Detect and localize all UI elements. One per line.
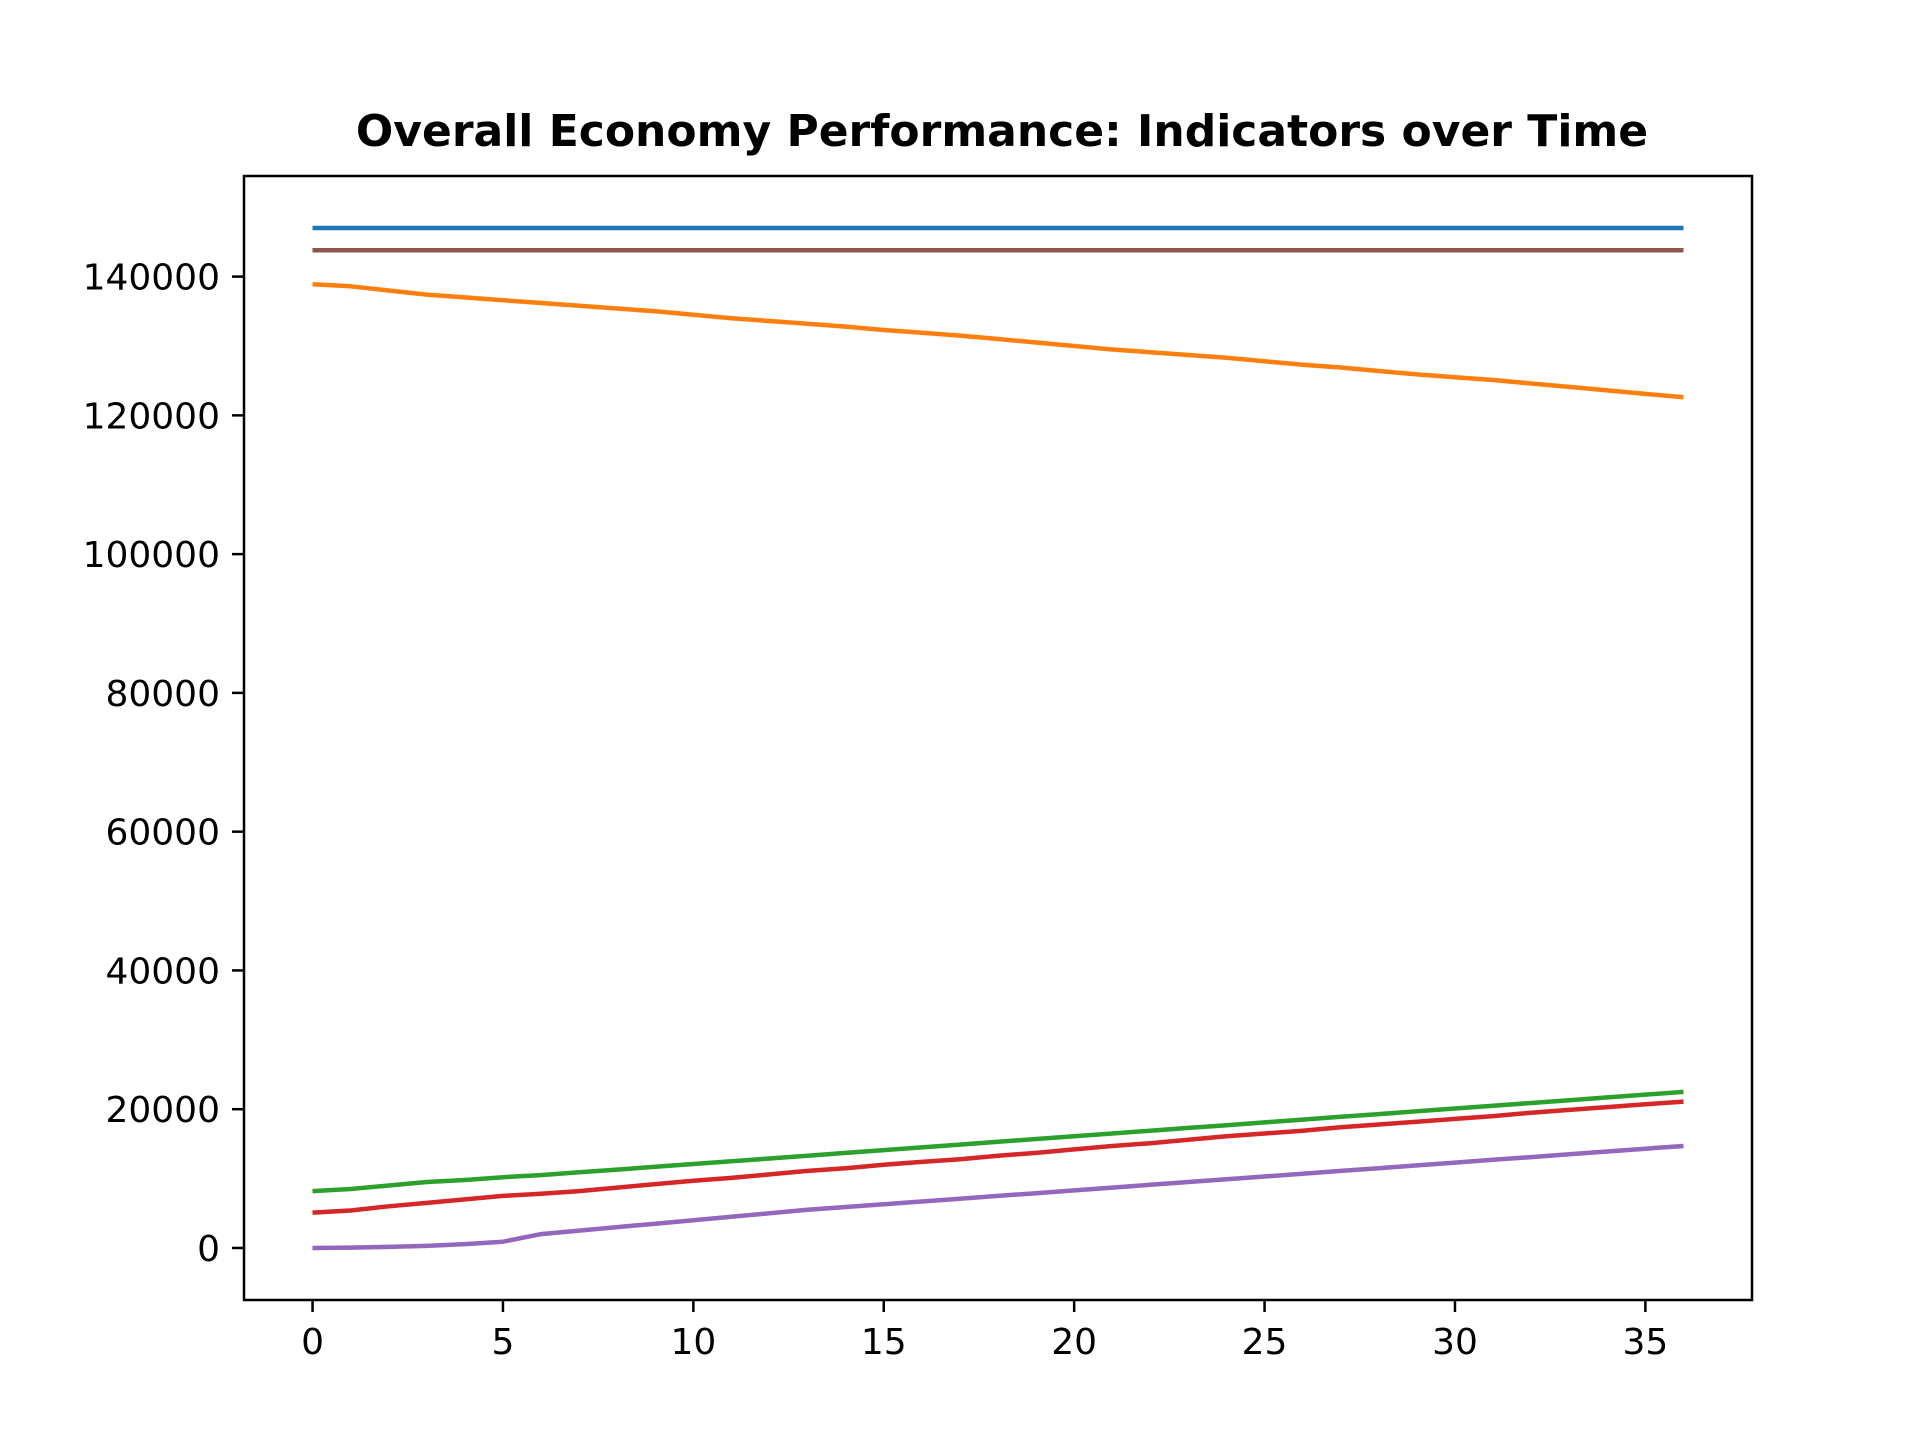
series-line-3 (312, 281, 1684, 400)
y-tick-label: 40000 (105, 951, 220, 992)
y-tick-label: 140000 (83, 258, 220, 299)
y-axis: 0 20000 40000 60000 80000 100000 120000 140000 (83, 258, 244, 1270)
x-tick-label: 15 (861, 1322, 907, 1363)
y-tick-label: 0 (197, 1229, 220, 1270)
x-tick-label: 5 (491, 1322, 514, 1363)
x-tick-label: 35 (1622, 1322, 1668, 1363)
plot-area-frame (242, 174, 1754, 1302)
y-tick-label: 20000 (105, 1090, 220, 1131)
y-tick-label: 80000 (105, 674, 220, 715)
series-line-6 (312, 1143, 1684, 1251)
x-tick-label: 20 (1051, 1322, 1097, 1363)
series-line-5 (312, 1099, 1684, 1215)
y-tick-label: 60000 (105, 813, 220, 854)
x-tick-label: 0 (301, 1322, 324, 1363)
x-tick-label: 10 (670, 1322, 716, 1363)
series-layer (312, 225, 1684, 1251)
chart-title: Overall Economy Performance: Indicators … (356, 106, 1648, 157)
y-tick-label: 100000 (83, 535, 220, 576)
x-tick-label: 30 (1432, 1322, 1478, 1363)
x-tick-label: 25 (1242, 1322, 1288, 1363)
y-tick-label: 120000 (83, 396, 220, 437)
series-line-4 (312, 1089, 1684, 1194)
x-axis: 0 5 10 15 20 25 30 35 (301, 1300, 1668, 1363)
